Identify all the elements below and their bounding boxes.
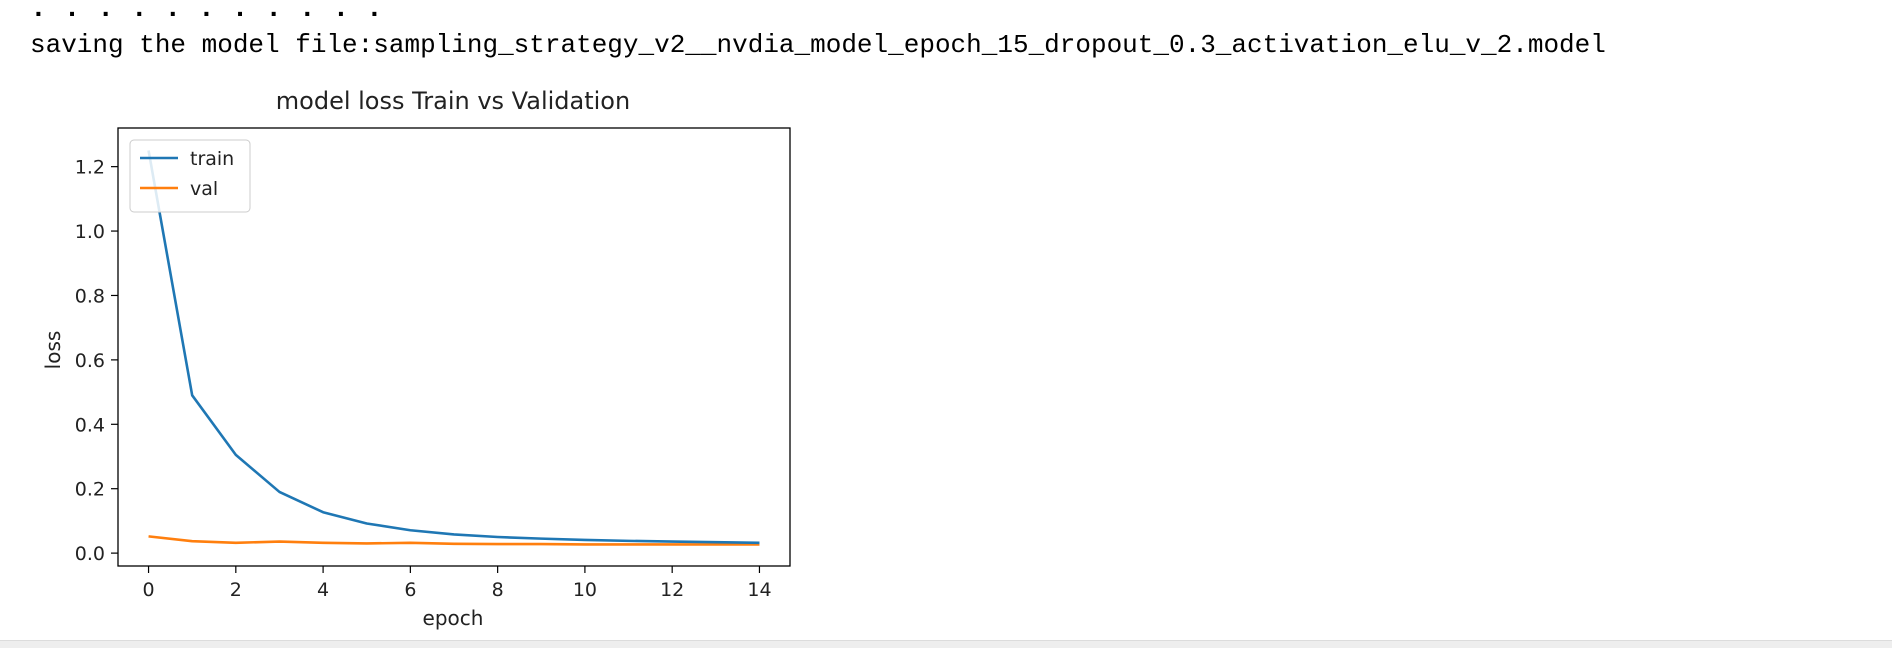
x-tick-label: 12: [660, 579, 684, 601]
x-tick-label: 2: [230, 579, 242, 601]
x-axis-label: epoch: [423, 606, 484, 630]
x-tick-label: 4: [317, 579, 329, 601]
series-lines: [147, 150, 760, 546]
series-line-val: [148, 535, 760, 546]
chart-title: model loss Train vs Validation: [276, 88, 630, 115]
x-tick-label: 14: [747, 579, 771, 601]
y-tick-label: 0.2: [75, 479, 105, 501]
y-tick-label: 0.4: [75, 414, 105, 436]
y-tick-label: 0.0: [75, 543, 105, 565]
y-tick-label: 1.2: [75, 157, 105, 179]
y-axis-label: loss: [41, 331, 65, 370]
legend-label-val: val: [190, 178, 218, 200]
y-tick-label: 0.8: [75, 285, 105, 307]
loss-chart: model loss Train vs Validation epoch los…: [0, 87, 800, 638]
y-tick-label: 1.0: [75, 221, 105, 243]
horizontal-scrollbar-track[interactable]: [0, 640, 1892, 648]
x-tick-label: 6: [404, 579, 416, 601]
plot-frame: [117, 127, 791, 567]
x-tick-label: 8: [492, 579, 504, 601]
series-line-train: [147, 150, 760, 545]
x-tick-label: 0: [142, 579, 154, 601]
x-tick-label: 10: [573, 579, 597, 601]
progress-dots: . . . . . . . . . . .: [30, 0, 383, 25]
loss-chart-svg: model loss Train vs Validation epoch los…: [41, 87, 791, 630]
legend-label-train: train: [190, 148, 234, 170]
y-tick-label: 0.6: [75, 350, 105, 372]
legend: train val: [129, 139, 251, 213]
save-model-message: saving the model file:sampling_strategy_…: [30, 30, 1606, 60]
axis-ticks: 0 2 4 6 8 10 12 14 0.0 0.2 0.4 0.6 0.8 1.0 1.2: [75, 157, 772, 601]
